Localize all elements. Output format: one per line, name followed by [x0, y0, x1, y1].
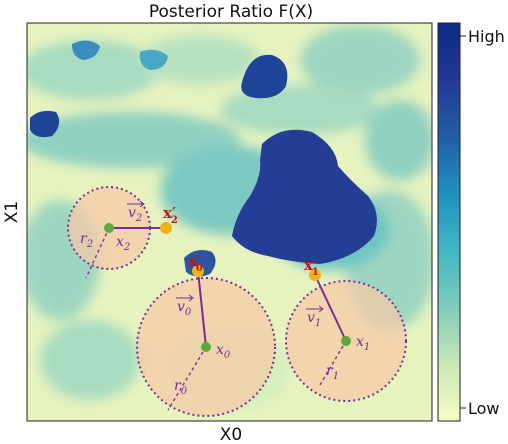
- colorbar-high-label: High: [468, 27, 505, 46]
- vector-arrow-head-2: [139, 200, 145, 208]
- dark-blob-left: [30, 110, 60, 138]
- colorbar: [437, 22, 461, 422]
- x-axis-label: X0: [220, 425, 242, 444]
- center-point-0: [201, 342, 211, 352]
- prime-point-0: [192, 265, 204, 277]
- y-axis-label: X1: [2, 201, 22, 223]
- direction-vector-0: [197, 270, 207, 348]
- heatmap: [27, 23, 432, 421]
- dark-blob-small: [184, 250, 216, 277]
- colorbar-low-label: Low: [468, 399, 500, 418]
- radius-line-1: [319, 340, 347, 386]
- prime-label-1: x′1: [304, 256, 319, 278]
- chart-title: Posterior Ratio F(X): [149, 2, 313, 22]
- radius-line-0: [167, 346, 207, 411]
- vector-arrow-head-0: [188, 294, 194, 302]
- vector-arrow-head-1: [318, 305, 324, 313]
- center-point-2: [104, 223, 114, 233]
- prime-point-2: [160, 222, 172, 234]
- mid-blob-2: [139, 49, 168, 70]
- mid-blob-1: [72, 40, 100, 60]
- prime-label-0: x′0: [188, 252, 203, 274]
- prime-label-2: x′2: [163, 204, 178, 226]
- plot-frame: [26, 22, 433, 422]
- direction-vector-1: [314, 274, 347, 342]
- prime-point-1: [309, 269, 321, 281]
- center-point-1: [341, 336, 351, 346]
- dark-blob-top: [241, 54, 288, 99]
- dark-blob-center: [232, 129, 377, 264]
